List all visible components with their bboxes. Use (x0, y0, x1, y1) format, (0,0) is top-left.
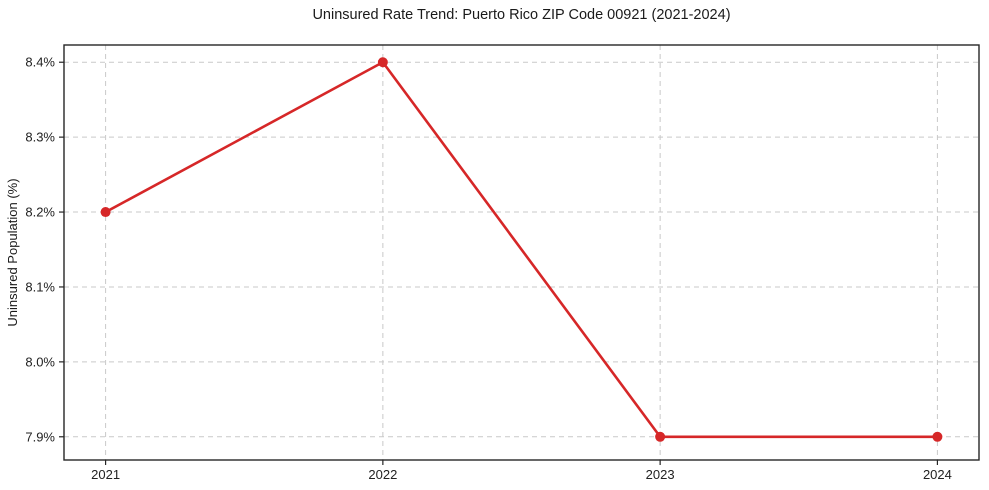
data-point-marker (377, 57, 388, 68)
y-tick-label: 8.4% (25, 55, 55, 70)
x-tick-label: 2023 (646, 467, 675, 482)
y-tick-label: 8.3% (25, 130, 55, 145)
x-tick-label: 2024 (923, 467, 952, 482)
chart-title: Uninsured Rate Trend: Puerto Rico ZIP Co… (312, 7, 731, 23)
data-point-marker (100, 207, 111, 218)
data-point-marker (932, 431, 943, 442)
data-point-marker (655, 431, 666, 442)
y-tick-label: 8.1% (25, 279, 55, 294)
y-tick-label: 8.0% (25, 354, 55, 369)
y-tick-label: 7.9% (25, 429, 55, 444)
plot-border (63, 44, 980, 461)
x-tick-label: 2021 (91, 467, 120, 482)
data-line (104, 60, 939, 439)
y-tick-label: 8.2% (25, 205, 55, 220)
x-tick-label: 2022 (368, 467, 397, 482)
